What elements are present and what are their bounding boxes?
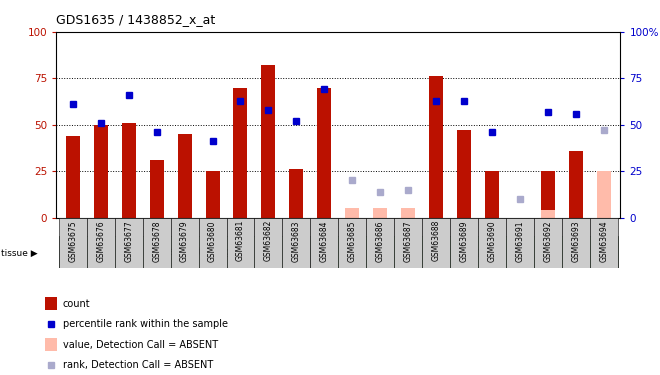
Bar xyxy=(569,151,583,217)
Text: GSM63693: GSM63693 xyxy=(571,220,580,262)
Bar xyxy=(373,208,387,218)
Bar xyxy=(562,217,589,268)
Text: dorsal root ganglion: dorsal root ganglion xyxy=(146,247,251,257)
Text: GSM63680: GSM63680 xyxy=(208,220,217,261)
Bar xyxy=(429,76,443,218)
Bar xyxy=(589,217,618,268)
Text: GSM63689: GSM63689 xyxy=(459,220,469,261)
Bar xyxy=(541,171,555,217)
Bar xyxy=(597,171,610,217)
Bar xyxy=(422,217,450,268)
Text: GSM63683: GSM63683 xyxy=(292,220,301,261)
Bar xyxy=(310,217,338,268)
Bar xyxy=(59,236,338,268)
Text: GSM63690: GSM63690 xyxy=(487,220,496,262)
Bar xyxy=(143,217,171,268)
Bar xyxy=(338,217,366,268)
Bar xyxy=(226,217,255,268)
Bar xyxy=(541,210,555,218)
Text: value, Detection Call = ABSENT: value, Detection Call = ABSENT xyxy=(63,340,218,350)
Bar xyxy=(345,208,359,218)
Text: GSM63682: GSM63682 xyxy=(264,220,273,261)
Bar xyxy=(199,217,226,268)
Bar xyxy=(478,217,506,268)
Bar xyxy=(317,88,331,218)
Bar xyxy=(234,88,248,218)
Bar xyxy=(485,171,499,217)
Text: GSM63681: GSM63681 xyxy=(236,220,245,261)
Bar xyxy=(66,136,80,218)
Text: GSM63687: GSM63687 xyxy=(403,220,412,261)
Text: GSM63686: GSM63686 xyxy=(376,220,385,261)
Bar xyxy=(310,236,618,268)
Text: nodose root ganglion: nodose root ganglion xyxy=(409,247,519,257)
Text: GSM63675: GSM63675 xyxy=(69,220,77,262)
Bar xyxy=(450,217,478,268)
Bar xyxy=(401,208,415,218)
Text: GSM63676: GSM63676 xyxy=(96,220,106,262)
Text: GSM63685: GSM63685 xyxy=(348,220,356,261)
Bar xyxy=(534,217,562,268)
Bar xyxy=(282,217,310,268)
Bar xyxy=(261,65,275,218)
Text: GSM63677: GSM63677 xyxy=(124,220,133,262)
Bar xyxy=(87,217,115,268)
Bar xyxy=(94,124,108,217)
Bar xyxy=(45,338,57,351)
Text: tissue ▶: tissue ▶ xyxy=(1,249,38,258)
Bar xyxy=(506,217,534,268)
Bar xyxy=(457,130,471,218)
Bar xyxy=(150,160,164,218)
Text: percentile rank within the sample: percentile rank within the sample xyxy=(63,319,228,329)
Text: GSM63694: GSM63694 xyxy=(599,220,608,262)
Bar xyxy=(255,217,282,268)
Bar xyxy=(178,134,191,218)
Text: GSM63692: GSM63692 xyxy=(543,220,552,261)
Bar xyxy=(171,217,199,268)
Text: rank, Detection Call = ABSENT: rank, Detection Call = ABSENT xyxy=(63,360,213,370)
Bar xyxy=(394,217,422,268)
Bar xyxy=(115,217,143,268)
Text: GSM63688: GSM63688 xyxy=(432,220,440,261)
Text: GSM63691: GSM63691 xyxy=(515,220,524,261)
Bar xyxy=(45,297,57,310)
Text: count: count xyxy=(63,298,90,309)
Text: GSM63679: GSM63679 xyxy=(180,220,189,262)
Bar xyxy=(289,169,304,217)
Bar xyxy=(366,217,394,268)
Text: GDS1635 / 1438852_x_at: GDS1635 / 1438852_x_at xyxy=(56,13,215,26)
Bar xyxy=(121,123,136,218)
Bar xyxy=(59,217,87,268)
Text: GSM63678: GSM63678 xyxy=(152,220,161,261)
Text: GSM63684: GSM63684 xyxy=(320,220,329,261)
Bar xyxy=(205,171,220,217)
